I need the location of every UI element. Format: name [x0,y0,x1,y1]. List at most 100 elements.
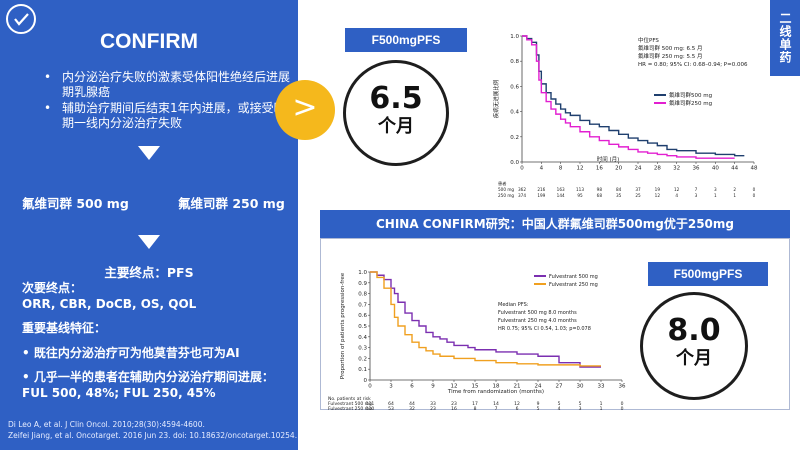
next-arrow-icon: > [275,80,335,140]
risk-row-label: 250 mg [498,193,514,198]
y-tick-label: 0.1 [358,367,367,373]
study-title: CONFIRM [100,30,198,53]
x-tick-label: 8 [559,166,563,172]
china-banner: CHINA CONFIRM研究：中国人群氟维司群500mg优于250mg [320,210,790,238]
x-tick-label: 3 [389,384,393,390]
bottom-pfs-unit: 个月 [676,348,712,369]
risk-value: 113 [576,187,584,192]
bottom-pfs-value: 8.0 [667,313,721,348]
x-tick-label: 16 [596,166,603,172]
series-line [522,35,745,157]
x-tick-label: 12 [451,384,458,390]
x-axis-label: 时间 (月) [597,155,620,163]
risk-row-label: Fulvestrant 500 mg [328,401,372,407]
risk-value: 16 [451,406,457,410]
bottom-km-chart: 00.10.20.30.40.50.60.70.80.91.00 3 6 9 12 15 1… [328,270,626,410]
x-tick-label: 40 [712,166,719,172]
x-tick-label: 15 [472,384,479,390]
y-tick-label: 0.2 [510,135,519,141]
risk-value: 32 [409,406,415,410]
annotation-text: Median PFS: [498,302,529,308]
risk-value: 25 [635,193,641,198]
risk-value: 9 [537,401,540,407]
risk-value: 2 [733,187,736,192]
top-pfs-unit: 个月 [378,116,414,137]
risk-value: 44 [409,401,415,407]
y-tick-label: 0.3 [358,346,367,352]
y-tick-label: 0.4 [358,335,367,341]
x-tick-label: 0 [520,166,524,172]
top-km-chart: 0.00.20.40.60.81.00 4 8 12 16 20 24 28 32 36 40 44 4… [492,34,758,198]
y-tick-label: 1.0 [510,34,519,40]
x-tick-label: 36 [619,384,626,390]
risk-value: 1 [733,193,736,198]
risk-value: 5 [537,406,540,410]
x-tick-label: 18 [493,384,500,390]
x-tick-label: 4 [540,166,544,172]
secondary-heading: 次要终点： [22,281,83,295]
x-tick-label: 33 [598,384,605,390]
legend-label: 氟维司群500 mg [669,91,712,99]
series-line [522,35,735,159]
risk-header: No. patients at risk [328,396,371,402]
y-tick-label: 0.6 [510,84,519,90]
bottom-pfs-label: F500mgPFS [648,262,768,286]
risk-value: 4 [558,406,561,410]
x-tick-label: 32 [673,166,680,172]
risk-value: 5 [558,401,561,407]
series-line [370,271,601,367]
series-line [370,271,601,368]
risk-value: 362 [518,187,526,192]
risk-value: 12 [674,187,680,192]
inclusion-list: 内分泌治疗失败的激素受体阳性绝经后进展期乳腺癌 辅助治疗期间后结束1年内进展，或… [40,70,290,132]
primary-endpoint: 主要终点：PFS [104,265,194,280]
x-tick-label: 24 [535,384,542,390]
annotation-text: 氟维司群 250 mg: 5.5 月 [638,52,702,60]
risk-value: 216 [537,187,545,192]
y-tick-label: 1.0 [358,270,367,276]
risk-value: 0 [753,187,756,192]
risk-value: 1 [714,193,717,198]
y-tick-label: 0.5 [358,324,367,330]
risk-value: 199 [537,193,545,198]
y-axis-label: Proportion of patients progression-free [340,272,346,379]
x-tick-label: 20 [615,166,622,172]
x-tick-label: 21 [514,384,521,390]
risk-value: 1 [600,406,603,410]
x-tick-label: 12 [577,166,584,172]
risk-value: 4 [675,193,678,198]
risk-value: 14 [493,401,499,407]
y-tick-label: 0.8 [358,292,367,298]
x-tick-label: 6 [410,384,414,390]
legend-label: 氟维司群250 mg [669,99,712,107]
risk-value: 7 [495,406,498,410]
y-tick-label: 0 [364,378,368,384]
risk-value: 23 [430,406,436,410]
top-pfs-circle: 6.5 个月 [343,60,449,166]
risk-value: 53 [388,406,394,410]
risk-value: 3 [579,406,582,410]
risk-value: 84 [616,187,622,192]
risk-value: 0 [621,401,624,407]
risk-header: 患者 [498,180,506,187]
reference: Zeifei Jiang, et al. Oncotarget. 2016 Ju… [8,431,298,440]
annotation-text: 氟维司群 500 mg: 6.5 月 [638,44,702,52]
risk-value: 68 [597,193,603,198]
secondary-list: ORR, CBR, DoCB, OS, QOL [22,297,197,311]
x-tick-label: 36 [693,166,700,172]
x-tick-label: 28 [654,166,661,172]
risk-value: 3 [695,193,698,198]
annotation-text: 中位PFS [638,36,659,44]
risk-value: 6 [516,406,519,410]
risk-value: 19 [655,187,661,192]
legend-label: Fulvestrant 500 mg [549,274,598,280]
y-tick-label: 0.0 [510,160,519,166]
risk-value: 23 [451,401,457,407]
risk-value: 7 [695,187,698,192]
x-tick-label: 27 [556,384,563,390]
x-axis-label: Time from randomization (months) [447,389,544,395]
top-pfs-value: 6.5 [369,81,423,116]
risk-value: 1 [600,401,603,407]
y-tick-label: 0.2 [358,356,367,362]
risk-value: 95 [577,193,583,198]
